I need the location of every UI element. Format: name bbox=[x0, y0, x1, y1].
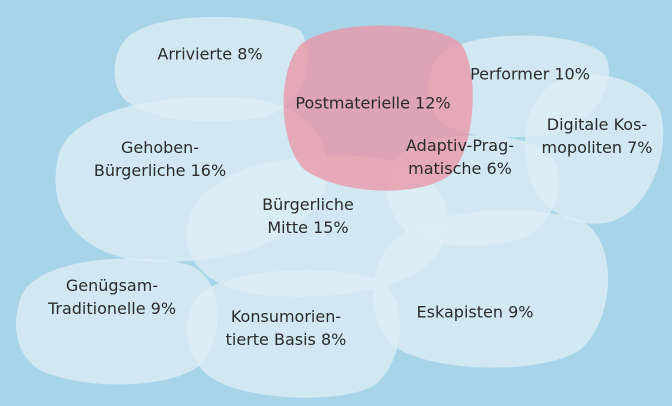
milieu-shapes bbox=[16, 16, 664, 398]
digitale-shape bbox=[525, 74, 664, 224]
milieu-label: tierte Basis 8% bbox=[226, 330, 347, 349]
postmaterielle-shape bbox=[283, 25, 473, 191]
genuegsam-shape bbox=[16, 258, 218, 385]
milieu-label: Mitte 15% bbox=[267, 218, 348, 237]
milieu-label: Konsumorien- bbox=[231, 307, 341, 326]
milieu-label: Bürgerliche 16% bbox=[94, 161, 226, 180]
milieu-label: Postmaterielle 12% bbox=[295, 94, 450, 113]
milieu-label: matische 6% bbox=[408, 159, 512, 178]
milieu-label: Digitale Kos- bbox=[547, 115, 647, 134]
milieu-label: Eskapisten 9% bbox=[417, 303, 534, 322]
milieu-label: Gehoben- bbox=[121, 138, 199, 157]
milieu-label: Bürgerliche bbox=[262, 195, 354, 214]
labels: Arrivierte 8% Postmaterielle 12% Performer… bbox=[47, 45, 653, 350]
milieu-label: Traditionelle 9% bbox=[47, 299, 176, 318]
konsum-shape bbox=[186, 269, 401, 398]
eskapisten-shape bbox=[373, 210, 609, 368]
milieu-label: mopoliten 7% bbox=[542, 138, 653, 157]
milieu-label: Adaptiv-Prag- bbox=[406, 136, 514, 155]
arrivierte-shape bbox=[114, 16, 308, 122]
milieu-label: Performer 10% bbox=[470, 65, 590, 84]
milieu-label: Genügsam- bbox=[66, 276, 158, 295]
milieu-label: Arrivierte 8% bbox=[157, 45, 262, 64]
